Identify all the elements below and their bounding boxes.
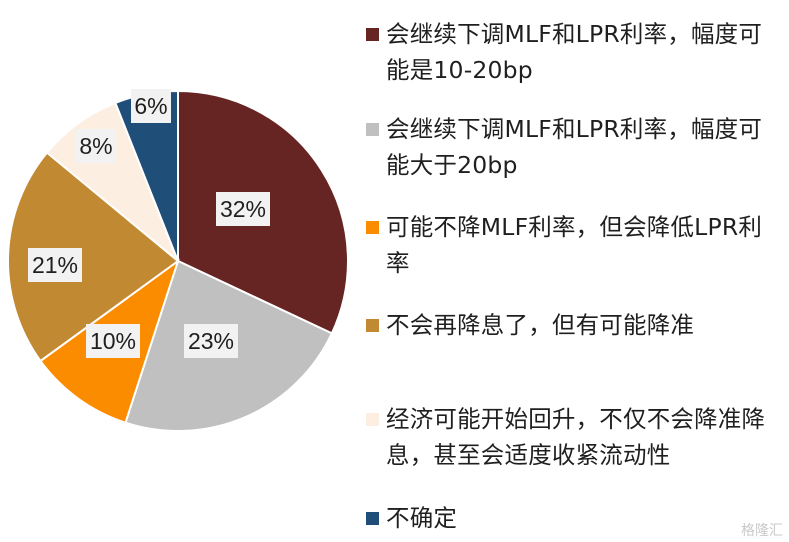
legend-swatch	[366, 319, 379, 332]
slice-label-background	[76, 129, 116, 163]
slice-label: 23%	[184, 324, 238, 358]
slice-label: 10%	[86, 324, 140, 358]
slice-label: 8%	[76, 129, 116, 163]
slice-value-label: 32%	[220, 196, 266, 222]
slice-label: 21%	[28, 248, 82, 282]
slice-value-label: 23%	[188, 328, 234, 354]
slice-value-label: 10%	[90, 328, 136, 354]
slice-label: 6%	[131, 89, 171, 123]
slice-label-background	[131, 89, 171, 123]
legend-swatch	[366, 512, 379, 525]
slice-value-label: 6%	[134, 93, 167, 119]
legend-label: 会继续下调MLF和LPR利率，幅度可能是10-20bp	[386, 20, 763, 84]
legend-swatch	[366, 413, 379, 426]
watermark: 格隆汇	[741, 523, 783, 539]
legend-label: 经济可能开始回升，不仅不会降准降息，甚至会适度收紧流动性	[386, 405, 766, 469]
pie-slice	[7, 151, 180, 363]
slice-label-background	[28, 248, 82, 282]
legend-swatch	[366, 28, 379, 41]
legend-label: 会继续下调MLF和LPR利率，幅度可能大于20bp	[386, 115, 763, 179]
slice-value-label: 21%	[32, 252, 78, 278]
legend-label: 不会再降息了，但有可能降准	[386, 311, 695, 339]
legend-label: 不确定	[386, 504, 458, 532]
slice-value-label: 8%	[79, 133, 112, 159]
slice-label-background	[86, 324, 140, 358]
legend-swatch	[366, 123, 379, 136]
slice-label-background	[216, 192, 270, 226]
legend-label: 可能不降MLF利率，但会降低LPR利率	[386, 213, 763, 277]
slice-label-background	[184, 324, 238, 358]
legend-swatch	[366, 221, 379, 234]
slice-label: 32%	[216, 192, 270, 226]
